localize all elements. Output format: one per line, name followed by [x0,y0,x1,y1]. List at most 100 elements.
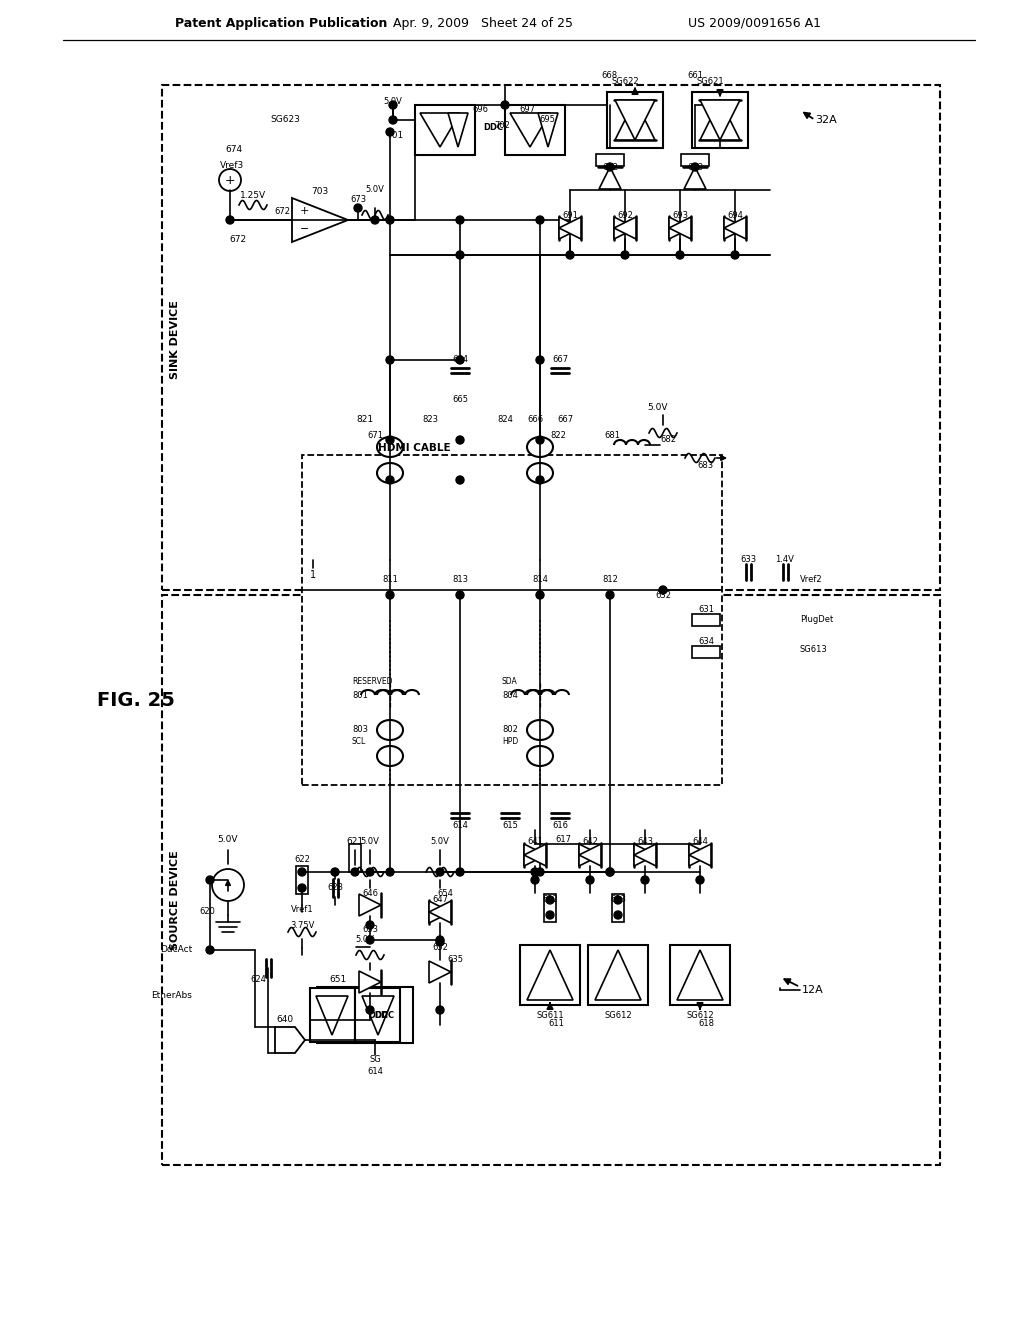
Polygon shape [538,114,558,147]
Circle shape [456,356,464,364]
Polygon shape [579,843,601,866]
Bar [520,945,580,1005]
Circle shape [436,939,444,946]
Circle shape [386,436,394,444]
Text: 823: 823 [422,416,438,425]
Text: 674: 674 [225,145,242,154]
Circle shape [206,876,214,884]
Bar [588,945,648,1005]
Ellipse shape [377,437,403,457]
Circle shape [436,869,444,876]
Circle shape [436,936,444,944]
Text: DdcAct: DdcAct [160,945,193,954]
Polygon shape [669,216,691,239]
Polygon shape [700,100,740,140]
Circle shape [536,436,544,444]
Circle shape [456,436,464,444]
Text: 697: 697 [519,106,535,115]
Bar [162,84,940,590]
Text: Apr. 9, 2009   Sheet 24 of 25: Apr. 9, 2009 Sheet 24 of 25 [393,16,573,29]
Text: SG623: SG623 [270,116,300,124]
Polygon shape [429,902,451,923]
Bar [349,843,361,873]
Text: HDMI CABLE: HDMI CABLE [378,444,451,453]
Text: SG612: SG612 [604,1011,632,1019]
Bar [670,945,730,1005]
Circle shape [386,216,394,224]
Circle shape [331,869,339,876]
Text: 654: 654 [437,888,453,898]
Text: 693: 693 [672,210,688,219]
Circle shape [456,477,464,484]
Text: 661: 661 [687,70,703,79]
Polygon shape [595,950,641,1001]
Bar [505,106,565,154]
Circle shape [354,205,362,213]
Text: 681: 681 [604,430,620,440]
Text: SDA: SDA [502,677,518,686]
Text: 665: 665 [452,396,468,404]
Circle shape [456,216,464,224]
Text: HPD: HPD [502,738,518,747]
Bar [415,106,475,154]
Text: Vref3: Vref3 [220,161,245,169]
Text: 802: 802 [502,726,518,734]
Text: 813: 813 [452,576,468,585]
Circle shape [386,128,394,136]
Text: 613: 613 [610,895,626,904]
Polygon shape [524,843,546,866]
Text: 640: 640 [276,1015,294,1024]
Circle shape [456,591,464,599]
Text: 5.0V: 5.0V [384,98,402,107]
Polygon shape [338,1005,358,1026]
Text: SG611: SG611 [537,1011,564,1019]
Polygon shape [362,997,394,1035]
Circle shape [606,591,614,599]
Text: SOURCE DEVICE: SOURCE DEVICE [170,850,180,950]
Text: DDC: DDC [483,123,503,132]
Text: 632: 632 [655,590,671,599]
Circle shape [226,216,234,224]
Ellipse shape [527,463,553,483]
Text: 614: 614 [367,1068,383,1077]
Text: 683: 683 [697,461,713,470]
Text: 614: 614 [452,821,468,829]
Text: 804: 804 [502,690,518,700]
Text: 692: 692 [617,210,633,219]
Circle shape [436,1006,444,1014]
Bar [692,645,720,657]
Text: +: + [300,206,309,215]
Polygon shape [615,100,655,140]
Circle shape [531,869,539,876]
Text: 622: 622 [294,855,310,865]
Circle shape [531,876,539,884]
Text: 634: 634 [698,638,714,647]
Text: 801: 801 [352,690,368,700]
Circle shape [386,477,394,484]
Circle shape [536,216,544,224]
Text: 635: 635 [447,956,463,965]
Circle shape [606,869,614,876]
Text: Vref1: Vref1 [291,906,313,915]
Polygon shape [429,961,451,983]
Circle shape [614,896,622,904]
Circle shape [366,869,374,876]
Circle shape [536,356,544,364]
Circle shape [351,869,359,876]
Polygon shape [677,950,723,1001]
Text: RESERVED: RESERVED [352,677,392,686]
Text: PlugDet: PlugDet [800,615,834,624]
Text: 666: 666 [527,416,543,425]
Circle shape [606,162,614,172]
Polygon shape [559,216,581,239]
Ellipse shape [527,437,553,457]
Bar [310,987,355,1041]
Text: 667: 667 [557,416,573,425]
Text: 621: 621 [346,837,364,846]
Polygon shape [579,843,601,866]
Text: 616: 616 [552,821,568,829]
Text: −: − [300,224,309,234]
Polygon shape [359,894,381,916]
Circle shape [691,162,699,172]
Text: SG612: SG612 [686,1011,714,1019]
